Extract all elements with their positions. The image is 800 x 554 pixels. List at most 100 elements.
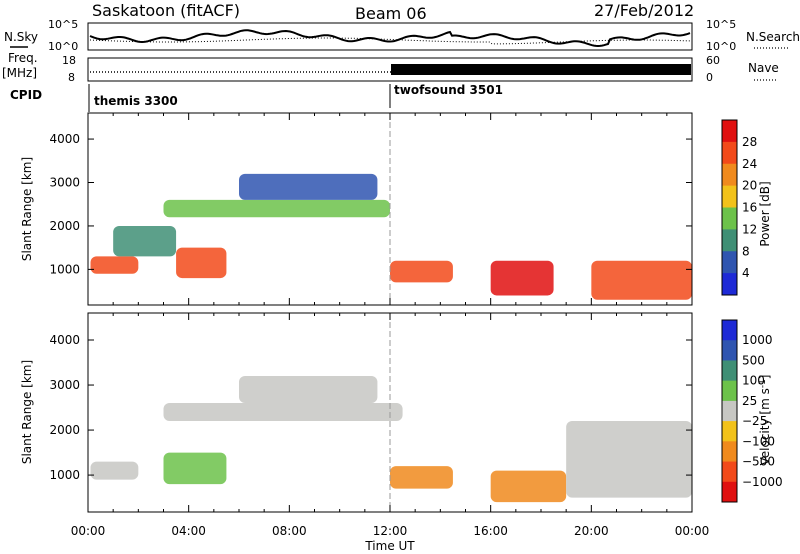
echo-region-7 (591, 260, 692, 300)
xtick-label-5: 20:00 (574, 524, 609, 538)
colorbar-tick-3: 25 (742, 394, 757, 408)
power-ylabel: Slant Range [km] (20, 157, 34, 261)
freq-panel-frame (87, 57, 693, 82)
nsky-trace (89, 29, 691, 48)
xtick-label-6: 00:00 (675, 524, 710, 538)
freq-label: Freq. (8, 51, 38, 65)
power-colorbar: 28 24 20 16 12 8 4 (721, 119, 757, 296)
ytick-label-2000: 2000 (49, 423, 80, 437)
xtick-label-1: 04:00 (171, 524, 206, 538)
colorbar-tick-5: 8 (742, 244, 750, 258)
freq-tick-top: 18 (62, 54, 76, 67)
nsky-label: N.Sky (4, 30, 38, 44)
colorbar-swatch-3 (722, 185, 737, 208)
echo-region-2 (163, 403, 403, 422)
echo-region-6 (566, 421, 692, 498)
xtick-label-0: 00:00 (71, 524, 106, 538)
nave-trace (391, 64, 691, 75)
colorbar-swatch-4 (722, 207, 737, 230)
xtick-label-4: 16:00 (473, 524, 508, 538)
ytick-label-3000: 3000 (49, 378, 80, 392)
colorbar-tick-0: 28 (742, 135, 757, 149)
velocity-ylabel: Slant Range [km] (20, 360, 34, 464)
xtick-label-3: 12:00 (373, 524, 408, 538)
echo-region-3 (239, 376, 378, 404)
colorbar-swatch-2 (722, 360, 737, 382)
xtick-label-2: 08:00 (272, 524, 307, 538)
colorbar-tick-5: −100 (742, 434, 775, 448)
ytick-label-2000: 2000 (49, 219, 80, 233)
nsky-panel-frame (87, 22, 693, 51)
cpid-program-1: themis 3300 (94, 94, 178, 108)
nsearch-label: N.Search (746, 30, 800, 44)
colorbar-swatch-1 (722, 340, 737, 361)
colorbar-swatch-4 (722, 400, 737, 422)
colorbar-swatch-8 (722, 481, 737, 503)
echo-region-6 (490, 260, 554, 296)
colorbar-tick-0: 1000 (742, 333, 773, 347)
ytick-label-1000: 1000 (49, 262, 80, 276)
velocity-colorbar-label-end: ] (758, 375, 772, 380)
power-colorbar-label: Power [dB] (758, 181, 772, 246)
colorbar-swatch-6 (722, 441, 737, 463)
velocity-colorbar-label: Velocity [m s-1] (758, 375, 772, 466)
echo-region-4 (390, 466, 453, 489)
colorbar-swatch-7 (722, 273, 737, 296)
power-echo-layer (90, 173, 692, 300)
colorbar-swatch-0 (722, 320, 737, 341)
echo-region-3 (163, 199, 390, 218)
nsky-tick-top-right: 10^5 (706, 18, 736, 31)
station-title: Saskatoon (fitACF) (92, 1, 240, 20)
echo-region-5 (490, 470, 567, 503)
ytick-label-4000: 4000 (49, 333, 80, 347)
echo-region-2 (113, 225, 177, 257)
colorbar-tick-6: 4 (742, 266, 750, 280)
time-xlabel: Time UT (364, 539, 415, 553)
colorbar-swatch-3 (722, 380, 737, 402)
velocity-colorbar-label-main: Velocity [m s (758, 388, 772, 465)
colorbar-swatch-7 (722, 461, 737, 483)
echo-region-0 (90, 256, 139, 274)
colorbar-swatch-5 (722, 421, 737, 442)
time-x-ticks: 00:00 04:00 08:00 12:00 16:00 20:00 00:00 (71, 524, 710, 538)
nsearch-trace (89, 37, 690, 45)
power-y-ticks: 1000 2000 3000 4000 (49, 113, 693, 305)
colorbar-tick-6: −500 (742, 455, 775, 469)
echo-region-1 (176, 247, 227, 279)
cpid-program-2: twofsound 3501 (394, 83, 503, 97)
ytick-label-1000: 1000 (49, 468, 80, 482)
echo-region-0 (90, 461, 139, 480)
colorbar-tick-4: −25 (742, 414, 767, 428)
freq-tick-bottom: 8 (68, 71, 75, 84)
colorbar-swatch-1 (722, 141, 737, 165)
colorbar-tick-3: 16 (742, 201, 757, 215)
nsky-tick-bottom-right: 10^0 (706, 40, 736, 53)
velocity-colorbar: 1000 500 100 25 −25 −100 −500 −1000 (721, 319, 783, 503)
freq-unit-label: [MHz] (2, 66, 37, 80)
ytick-label-4000: 4000 (49, 132, 80, 146)
colorbar-tick-2: 100 (742, 374, 765, 388)
colorbar-tick-4: 12 (742, 222, 757, 236)
nsky-tick-bottom: 10^0 (48, 40, 78, 53)
date-title: 27/Feb/2012 (594, 1, 694, 20)
velocity-colorbar-label-sup: -1 (758, 379, 768, 388)
cpid-label: CPID (10, 88, 42, 102)
colorbar-swatch-0 (722, 120, 737, 143)
velocity-echo-layer (90, 376, 692, 503)
beam-title: Beam 06 (355, 4, 427, 23)
colorbar-tick-1: 24 (742, 157, 757, 171)
ytick-label-3000: 3000 (49, 176, 80, 190)
colorbar-swatch-2 (722, 163, 737, 187)
colorbar-tick-1: 500 (742, 353, 765, 367)
velocity-y-ticks: 1000 2000 3000 4000 (49, 313, 693, 512)
colorbar-swatch-5 (722, 229, 737, 252)
nave-tick-top: 60 (706, 54, 720, 67)
echo-region-4 (239, 173, 378, 200)
nsky-tick-top: 10^5 (48, 18, 78, 31)
colorbar-tick-2: 20 (742, 179, 757, 193)
colorbar-frame (721, 319, 738, 503)
colorbar-swatch-6 (722, 251, 737, 274)
echo-region-1 (163, 452, 227, 485)
nave-tick-bottom: 0 (706, 71, 713, 84)
